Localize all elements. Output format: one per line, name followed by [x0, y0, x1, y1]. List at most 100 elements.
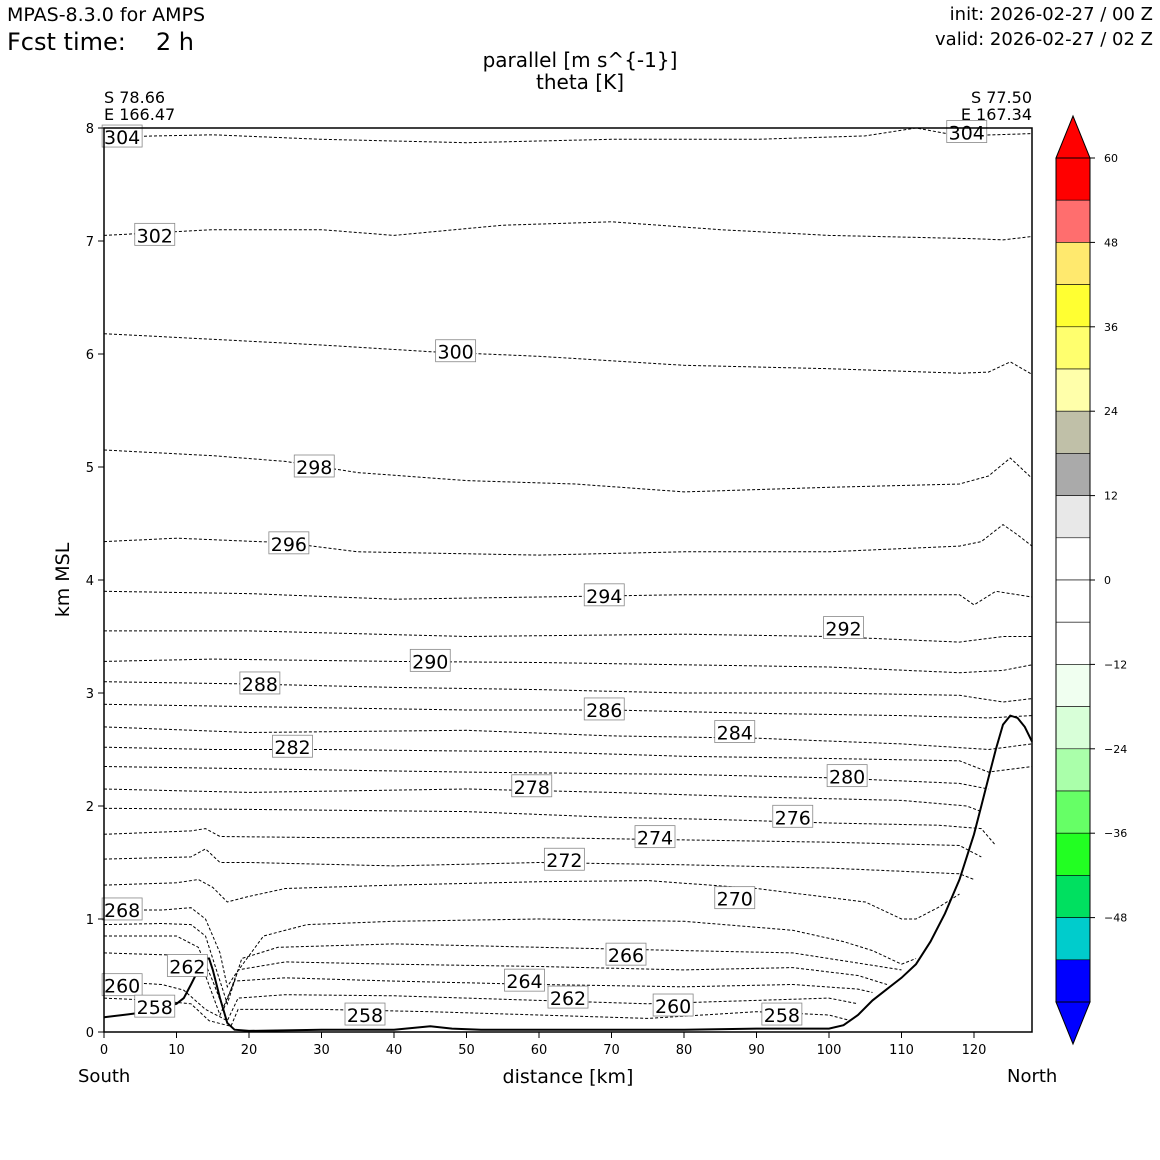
contour-label: 260: [104, 976, 140, 998]
colorbar-segment: [1055, 875, 1091, 918]
contour-label: 302: [137, 225, 173, 247]
contour-label-box: [714, 720, 756, 743]
x-tick-label: 20: [241, 1043, 258, 1058]
theta-contour-line: [103, 788, 982, 813]
contour-label: 300: [437, 342, 473, 364]
colorbar-segment: [1055, 242, 1091, 285]
south-direction-label: South: [78, 1066, 131, 1087]
contour-label-box: [772, 804, 814, 828]
y-tick-label: 8: [86, 122, 94, 137]
model-title: MPAS-8.3.0 for AMPS: [7, 4, 206, 26]
contour-label-box: [134, 222, 176, 246]
colorbar-segment: [1055, 368, 1091, 412]
colorbar-tick-label: 0: [1104, 574, 1111, 587]
contour-label: 266: [608, 945, 644, 967]
contour-label: 284: [717, 723, 753, 745]
theta-contour-line: [103, 523, 1033, 556]
colorbar-segment: [1055, 579, 1091, 623]
theta-contour-line: [104, 935, 888, 1011]
colorbar-segment: [1055, 284, 1091, 328]
x-axis-label: distance [km]: [503, 1066, 634, 1088]
contour-label: 258: [764, 1005, 800, 1027]
colorbar-tick-label: 36: [1104, 321, 1118, 334]
contour-label: 296: [271, 534, 307, 556]
contour-label: 280: [829, 767, 865, 789]
contour-label-box: [101, 124, 143, 148]
contour-label-box: [134, 994, 176, 1018]
end-latitude: S 77.50: [970, 88, 1032, 107]
contour-label-box: [239, 671, 281, 695]
colorbar-segment: [1055, 664, 1091, 707]
colorbar-segment: [1055, 326, 1091, 370]
x-tick-label: 70: [603, 1043, 620, 1058]
x-tick-label: 60: [531, 1043, 548, 1058]
contour-label: 268: [104, 900, 140, 922]
contour-label: 260: [655, 996, 691, 1018]
y-tick-label: 5: [86, 461, 94, 476]
x-tick-label: 40: [386, 1043, 403, 1058]
contour-label: 276: [775, 807, 811, 829]
theta-contour-line: [103, 828, 982, 858]
init-time: init: 2026-02-27 / 00 Z: [949, 4, 1153, 25]
colorbar-segment: [1055, 959, 1091, 1003]
contour-label: 298: [296, 457, 332, 479]
colorbar-tick-label: 12: [1104, 490, 1118, 503]
theta-contour-line: [103, 449, 1033, 493]
contour-label-box: [583, 583, 625, 607]
colorbar-tick-label: −48: [1104, 912, 1127, 925]
contour-label: 258: [137, 997, 173, 1019]
theta-contour-line: [103, 726, 1033, 751]
x-tick-label: 50: [458, 1043, 475, 1058]
contour-label: 290: [412, 651, 448, 673]
north-direction-label: North: [1007, 1066, 1058, 1087]
contour-label: 262: [169, 956, 205, 978]
theta-contour-line: [103, 746, 1033, 773]
theta-contour-line: [103, 848, 975, 880]
contour-label-box: [634, 825, 676, 849]
contour-label-box: [272, 734, 313, 758]
x-tick-label: 100: [817, 1043, 842, 1058]
contour-label-box: [547, 985, 589, 1009]
x-tick-label: 0: [100, 1043, 108, 1058]
forecast-time: Fcst time: 2 h: [7, 28, 194, 56]
contour-label-box: [344, 1002, 386, 1026]
contour-label-box: [101, 897, 143, 921]
y-tick-label: 4: [86, 574, 94, 589]
contour-label: 304: [104, 127, 140, 149]
x-tick-label: 80: [676, 1043, 693, 1058]
colorbar-segment: [1055, 199, 1091, 243]
theta-contour-line: [103, 980, 859, 1022]
contour-label-box: [543, 847, 585, 871]
contour-label: 292: [825, 619, 861, 641]
contour-label: 274: [637, 828, 673, 850]
forecast-time-label: Fcst time:: [7, 28, 126, 56]
contour-label-box: [101, 973, 143, 997]
terrain-profile: [103, 714, 1033, 1032]
y-tick-label: 6: [86, 348, 94, 363]
colorbar-tick-label: 60: [1104, 152, 1118, 165]
contour-label-box: [761, 1002, 803, 1026]
contour-label-box: [605, 942, 647, 966]
theta-contour-line: [103, 681, 1033, 703]
contour-label-box: [409, 648, 451, 672]
contour-label: 272: [546, 850, 582, 872]
contour-label-box: [435, 339, 477, 363]
contour-label-box: [293, 454, 335, 478]
y-tick-label: 0: [86, 1026, 94, 1041]
theta-contour-line: [104, 907, 917, 989]
y-tick-label: 7: [86, 235, 94, 250]
colorbar-segment: [1055, 621, 1091, 665]
x-tick-label: 10: [168, 1043, 185, 1058]
colorbar-segment: [1055, 917, 1091, 961]
contour-label-box: [826, 764, 868, 788]
theta-contour-line: [103, 807, 997, 846]
contour-label-box: [504, 968, 545, 992]
chart-title-line-2: theta [K]: [536, 70, 624, 94]
theta-contour-line: [103, 922, 902, 1006]
colorbar-tick-label: −24: [1104, 743, 1127, 756]
theta-contour-line: [103, 997, 851, 1027]
y-tick-label: 1: [86, 913, 94, 928]
theta-contour-line: [103, 221, 1033, 241]
colorbar-segment: [1055, 790, 1091, 834]
